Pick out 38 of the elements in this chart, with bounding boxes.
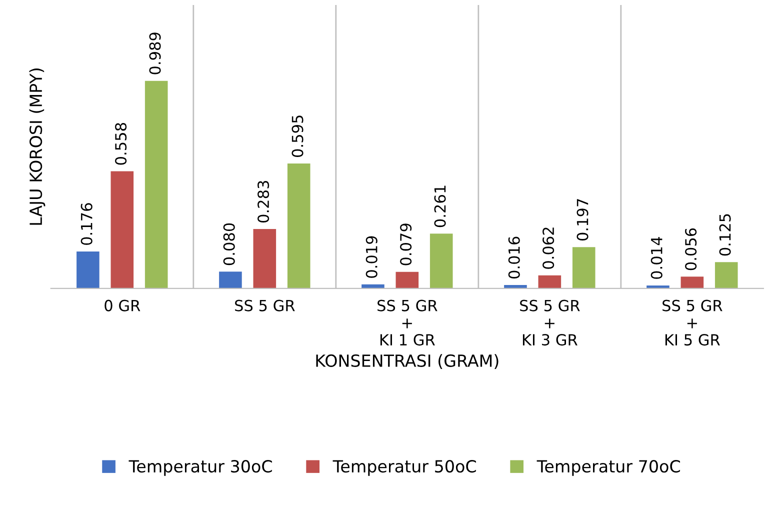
x-tick-label: SS 5 GR + KI 5 GR [662, 300, 722, 346]
x-tick-label: 0 GR [104, 300, 140, 312]
legend-label: Temperatur 50oC [332, 460, 476, 476]
data-label: 0.080 [223, 223, 235, 266]
bar [253, 229, 276, 288]
bar [504, 285, 527, 288]
bar [430, 234, 453, 288]
x-tick-label: SS 5 GR [235, 300, 295, 312]
y-axis-title: LAJU KOROSI (MPY) [29, 68, 46, 225]
data-label: 0.014 [650, 237, 662, 279]
data-label: 0.079 [400, 224, 412, 266]
data-label: 0.016 [508, 236, 520, 278]
bar [680, 276, 704, 288]
data-label: 0.197 [576, 199, 588, 241]
bar [219, 272, 242, 288]
bar [538, 275, 562, 288]
data-label: 0.019 [366, 236, 378, 278]
legend-label: Temperatur 70oC [536, 460, 680, 476]
bar [110, 171, 134, 288]
data-label: 0.062 [542, 228, 554, 269]
bar [714, 262, 738, 288]
data-label: 0.595 [292, 116, 304, 157]
data-label: 0.261 [434, 186, 446, 228]
bar [144, 80, 168, 288]
data-label: 0.283 [258, 180, 270, 222]
data-label: 0.558 [115, 123, 127, 165]
x-tick-label: SS 5 GR + KI 3 GR [520, 300, 580, 346]
data-label: 0.176 [80, 203, 92, 245]
data-label: 0.989 [149, 32, 161, 74]
bar [76, 251, 100, 288]
x-axis-title: KONSENTRASI (GRAM) [316, 354, 498, 369]
bar [396, 272, 419, 288]
data-label: 0.125 [719, 214, 731, 256]
legend-label: Temperatur 30oC [128, 460, 272, 476]
bar [572, 247, 596, 288]
bar [287, 164, 310, 288]
data-label: 0.056 [685, 228, 697, 270]
x-tick-label: SS 5 GR + KI 1 GR [378, 300, 438, 346]
